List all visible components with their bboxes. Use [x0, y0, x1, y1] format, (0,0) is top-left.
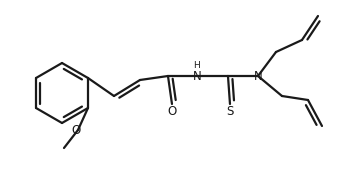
Text: N: N: [253, 70, 262, 83]
Text: N: N: [193, 70, 201, 83]
Text: O: O: [72, 124, 81, 137]
Text: S: S: [226, 105, 234, 118]
Text: O: O: [167, 105, 177, 118]
Text: H: H: [194, 61, 200, 70]
